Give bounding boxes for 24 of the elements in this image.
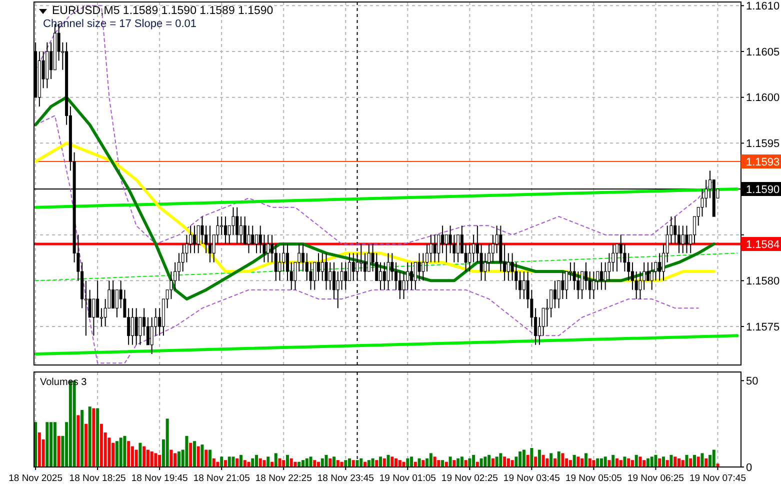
- y-tick-label: 1.1580: [746, 276, 780, 288]
- y-tick-label: 1.1595: [746, 138, 780, 150]
- y-tick-label: 0: [746, 462, 752, 474]
- x-tick-label: 19 Nov 02:25: [441, 473, 498, 484]
- x-tick-label: 18 Nov 19:45: [131, 473, 188, 484]
- x-tick-label: 18 Nov 18:25: [69, 473, 126, 484]
- x-tick-label: 18 Nov 21:05: [193, 473, 250, 484]
- y-tick-label: 1.1610: [746, 0, 780, 13]
- chart-title: EURUSD,M5 1.1589 1.1590 1.1589 1.1590: [52, 5, 274, 17]
- ref-line-label: 1.1590: [746, 184, 780, 196]
- x-tick-label: 19 Nov 03:45: [503, 473, 560, 484]
- y-tick-label: 1.1575: [746, 321, 780, 334]
- x-tick-label: 19 Nov 06:25: [627, 473, 684, 484]
- x-tick-label: 19 Nov 07:45: [689, 473, 746, 484]
- ref-line-label: 1.1593: [746, 156, 780, 168]
- x-tick-label: 19 Nov 05:05: [565, 473, 622, 484]
- x-tick-label: 18 Nov 2025: [8, 473, 62, 484]
- x-tick-label: 19 Nov 01:05: [379, 473, 436, 484]
- y-tick-label: 50: [746, 375, 758, 388]
- x-tick-label: 18 Nov 23:45: [317, 473, 374, 484]
- y-tick-label: 1.1600: [746, 92, 780, 104]
- ref-line-label: 1.1584: [746, 238, 780, 251]
- y-tick-label: 1.1605: [746, 46, 780, 58]
- x-tick-label: 18 Nov 22:25: [255, 473, 312, 484]
